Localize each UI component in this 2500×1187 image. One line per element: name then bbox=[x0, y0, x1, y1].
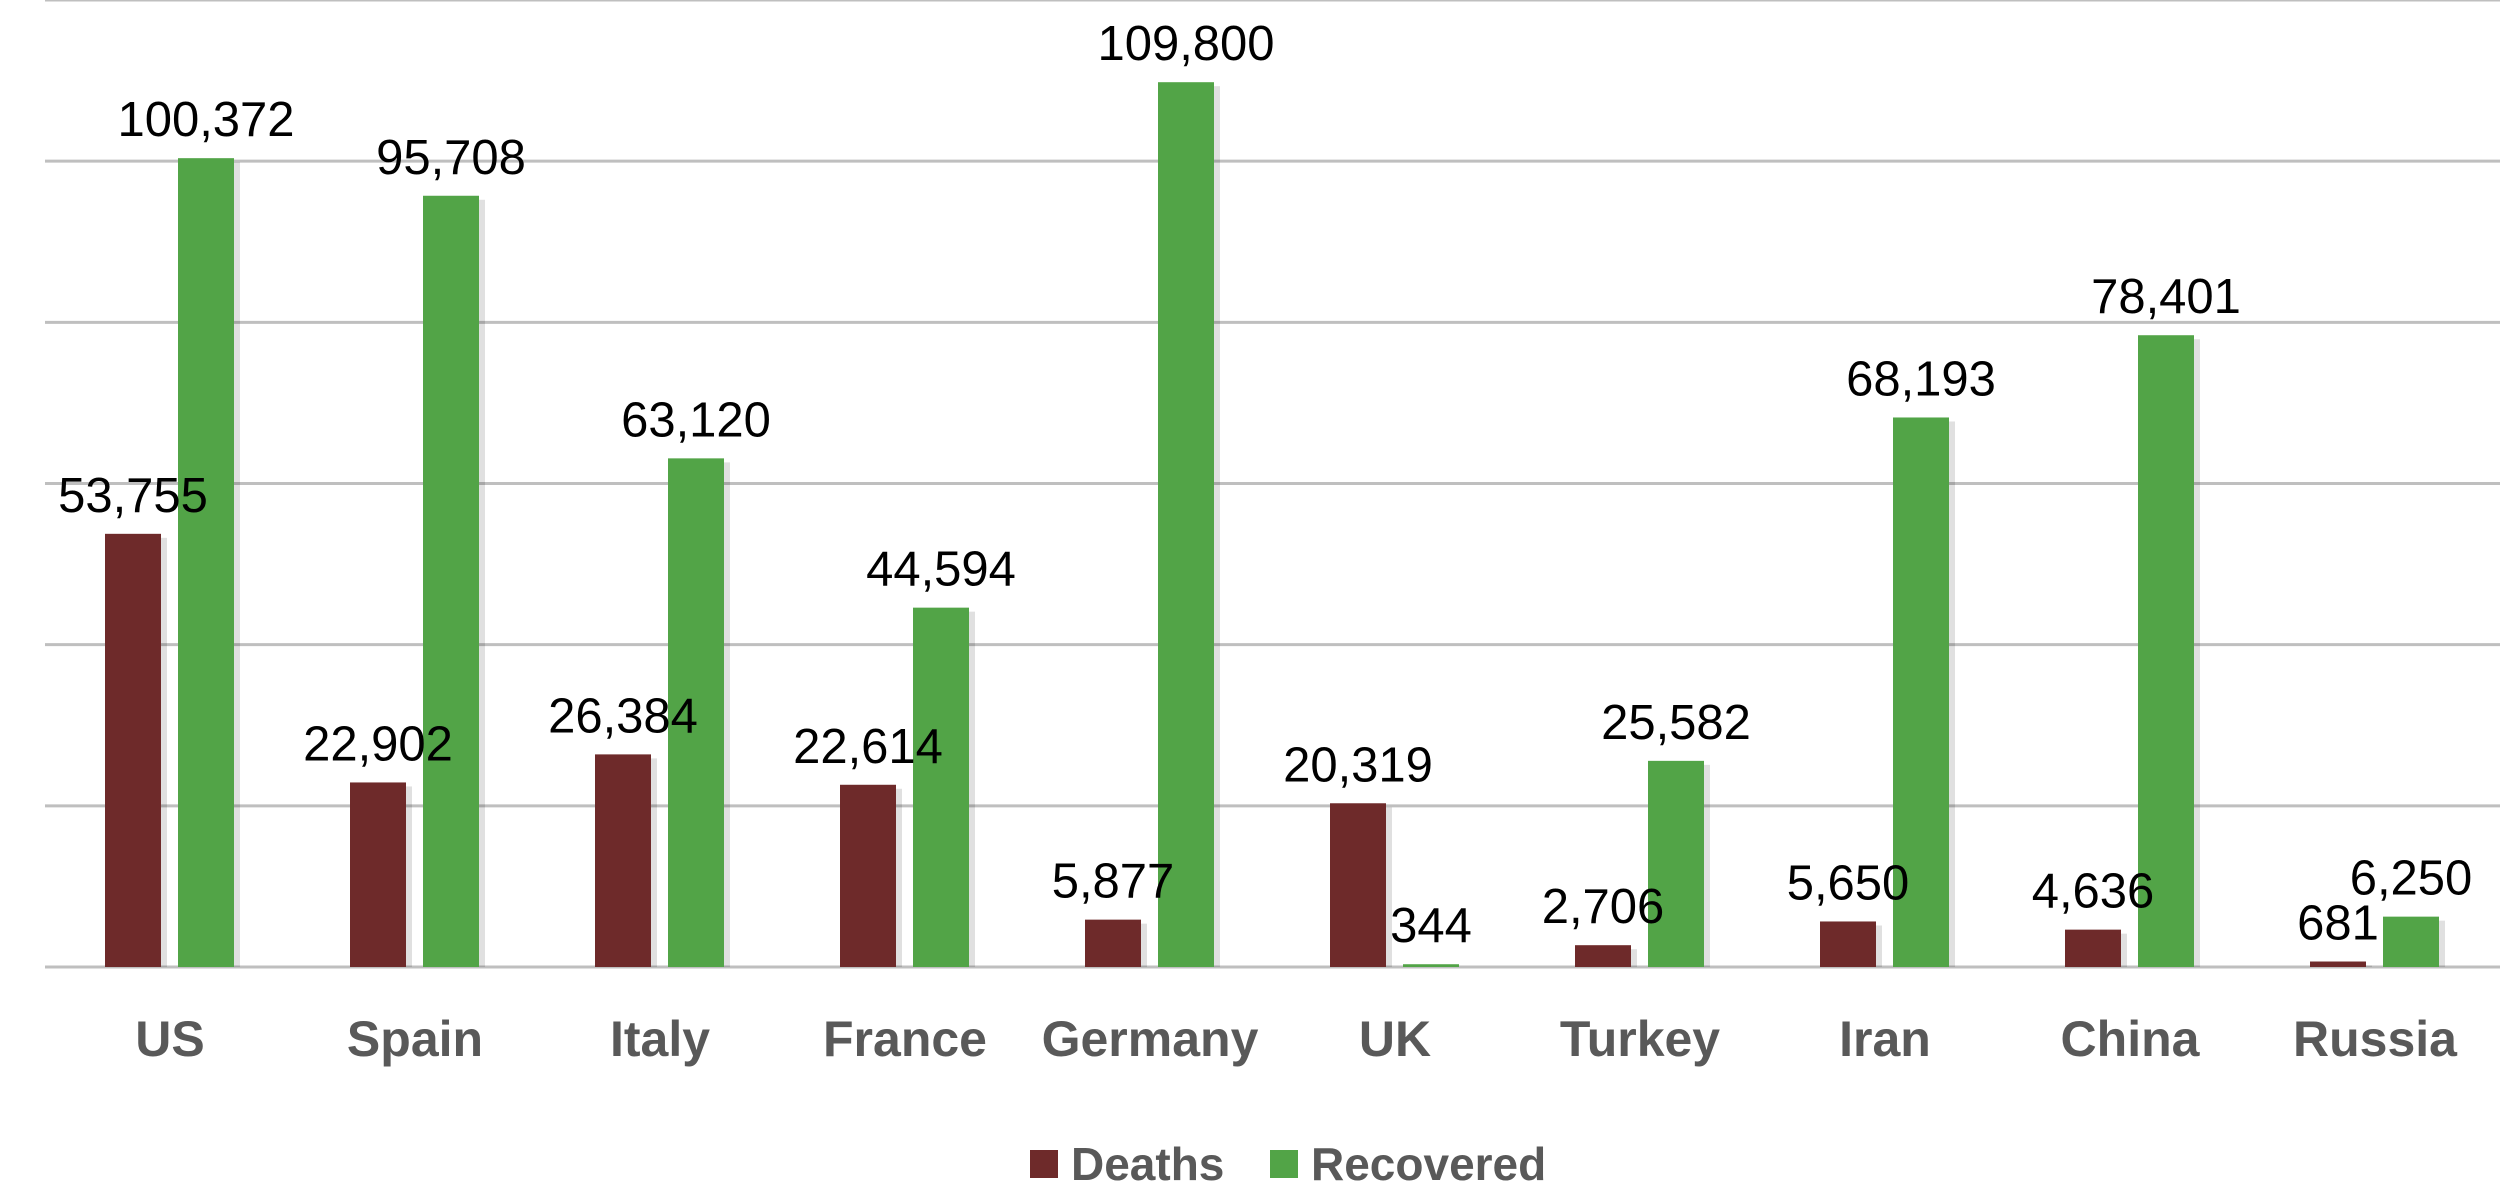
bar-deaths-france bbox=[840, 784, 896, 967]
data-label-recovered-us: 100,372 bbox=[117, 93, 294, 147]
bar-deaths-germany bbox=[1085, 919, 1141, 967]
data-label-deaths-us: 53,755 bbox=[58, 469, 208, 523]
data-label-recovered-france: 44,594 bbox=[866, 543, 1016, 597]
bar-recovered-turkey bbox=[1648, 760, 1704, 967]
bar-deaths-us bbox=[105, 533, 161, 967]
data-label-deaths-france: 22,614 bbox=[793, 720, 943, 774]
category-label-us: US bbox=[135, 1011, 204, 1067]
data-label-deaths-spain: 22,902 bbox=[303, 717, 453, 771]
bar-deaths-turkey bbox=[1575, 945, 1631, 967]
bar-recovered-russia bbox=[2383, 916, 2439, 967]
data-label-deaths-turkey: 2,706 bbox=[1542, 880, 1665, 934]
data-label-deaths-germany: 5,877 bbox=[1052, 855, 1175, 909]
data-label-recovered-germany: 109,800 bbox=[1097, 17, 1274, 71]
bar-recovered-france bbox=[913, 607, 969, 967]
legend-swatch-recovered bbox=[1270, 1150, 1298, 1178]
data-label-deaths-iran: 5,650 bbox=[1787, 856, 1910, 910]
data-label-deaths-russia: 681 bbox=[2297, 897, 2379, 951]
bar-deaths-uk bbox=[1330, 803, 1386, 967]
bar-recovered-iran bbox=[1893, 417, 1949, 967]
legend-label-recovered: Recovered bbox=[1311, 1138, 1546, 1187]
legend-label-deaths: Deaths bbox=[1071, 1138, 1224, 1187]
category-label-france: France bbox=[823, 1011, 987, 1067]
bar-deaths-iran bbox=[1820, 921, 1876, 967]
data-labels: 53,755 100,372 22,902 95,708 26,384 63,120 22,… bbox=[58, 17, 2472, 953]
category-label-russia: Russia bbox=[2293, 1011, 2458, 1067]
bar-recovered-uk bbox=[1403, 964, 1459, 967]
data-label-deaths-uk: 20,319 bbox=[1283, 738, 1433, 792]
category-label-spain: Spain bbox=[347, 1011, 483, 1067]
data-label-recovered-spain: 95,708 bbox=[376, 131, 526, 185]
bar-recovered-us bbox=[178, 158, 234, 968]
bar-recovered-germany bbox=[1158, 82, 1214, 967]
bar-recovered-spain bbox=[423, 195, 479, 967]
data-label-deaths-italy: 26,384 bbox=[548, 689, 698, 743]
category-label-germany: Germany bbox=[1042, 1011, 1259, 1067]
category-label-iran: Iran bbox=[1839, 1011, 1931, 1067]
data-label-recovered-italy: 63,120 bbox=[621, 393, 771, 447]
bar-deaths-russia bbox=[2310, 961, 2366, 967]
bar-deaths-spain bbox=[350, 782, 406, 967]
data-label-recovered-china: 78,401 bbox=[2091, 270, 2241, 324]
bar-deaths-italy bbox=[595, 754, 651, 967]
category-label-uk: UK bbox=[1359, 1011, 1431, 1067]
legend-swatch-deaths bbox=[1030, 1150, 1058, 1178]
legend: Deaths Recovered bbox=[1030, 1138, 1546, 1187]
category-label-turkey: Turkey bbox=[1560, 1011, 1720, 1067]
data-label-recovered-turkey: 25,582 bbox=[1601, 696, 1751, 750]
bar-recovered-china bbox=[2138, 335, 2194, 967]
data-label-deaths-china: 4,636 bbox=[2032, 865, 2155, 919]
bar-series bbox=[105, 82, 2445, 968]
data-label-recovered-uk: 344 bbox=[1390, 899, 1472, 953]
data-label-recovered-russia: 6,250 bbox=[2350, 852, 2473, 906]
data-label-recovered-iran: 68,193 bbox=[1846, 352, 1996, 406]
category-label-china: China bbox=[2061, 1011, 2201, 1067]
category-label-italy: Italy bbox=[610, 1011, 710, 1067]
category-axis-labels: US Spain Italy France Germany UK Turkey Iran Chi… bbox=[135, 1011, 2458, 1067]
bar-deaths-china bbox=[2065, 929, 2121, 967]
bar-recovered-italy bbox=[668, 458, 724, 967]
